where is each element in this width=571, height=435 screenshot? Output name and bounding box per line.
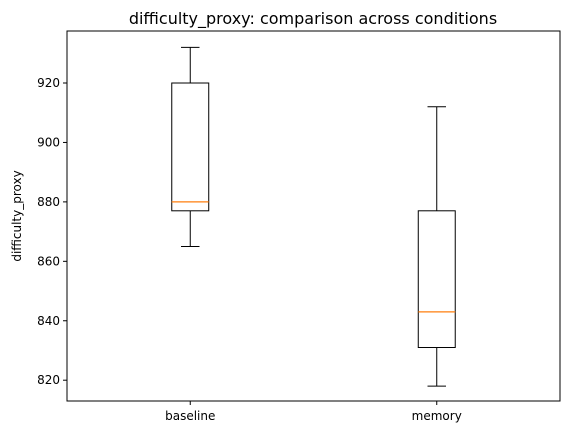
- y-tick-label: 820: [37, 373, 60, 387]
- x-tick-label: memory: [412, 409, 462, 423]
- y-tick-label: 900: [37, 135, 60, 149]
- y-tick-label: 840: [37, 314, 60, 328]
- x-tick-label: baseline: [165, 409, 215, 423]
- y-axis-label: difficulty_proxy: [10, 170, 24, 261]
- chart-title: difficulty_proxy: comparison across cond…: [129, 9, 497, 29]
- box-memory: [417, 106, 456, 387]
- box-plot-series: [171, 46, 456, 387]
- box-baseline: [171, 46, 210, 247]
- plot-area-frame: [66, 30, 561, 402]
- y-axis-ticks: 820 840 860 880 900 920: [37, 76, 67, 387]
- y-tick-label: 860: [37, 254, 60, 268]
- box-iqr: [171, 82, 210, 212]
- y-tick-label: 880: [37, 195, 60, 209]
- x-axis-ticks: baseline memory: [165, 401, 462, 423]
- y-tick-label: 920: [37, 76, 60, 90]
- box-iqr: [417, 210, 456, 349]
